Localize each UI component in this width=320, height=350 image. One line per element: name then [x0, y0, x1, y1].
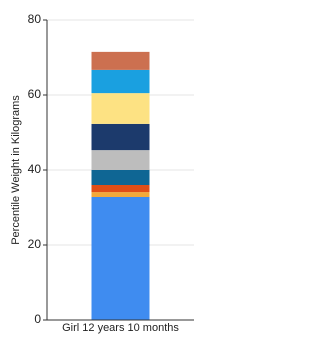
y-tick-label: 60 — [28, 87, 42, 101]
bar-segment — [91, 197, 150, 320]
y-tick-label: 40 — [28, 162, 42, 176]
y-axis-label: Percentile Weight in Kilograms — [10, 95, 22, 245]
chart: Percentile Weight in Kilograms 0 20 40 60 80… — [9, 12, 194, 334]
bar-segment — [91, 170, 150, 185]
bar-segment — [91, 93, 150, 124]
y-tick-label: 0 — [34, 312, 41, 326]
bar-segment — [91, 192, 150, 197]
y-tick-label: 80 — [28, 12, 42, 26]
bar-segment — [91, 123, 150, 151]
y-tick-label: 20 — [28, 237, 42, 251]
bar-segment — [91, 51, 150, 70]
bar-segment — [91, 150, 150, 170]
x-tick-label: Girl 12 years 10 months — [62, 322, 179, 334]
bar-segment — [91, 185, 150, 193]
bar-segment — [91, 69, 150, 94]
